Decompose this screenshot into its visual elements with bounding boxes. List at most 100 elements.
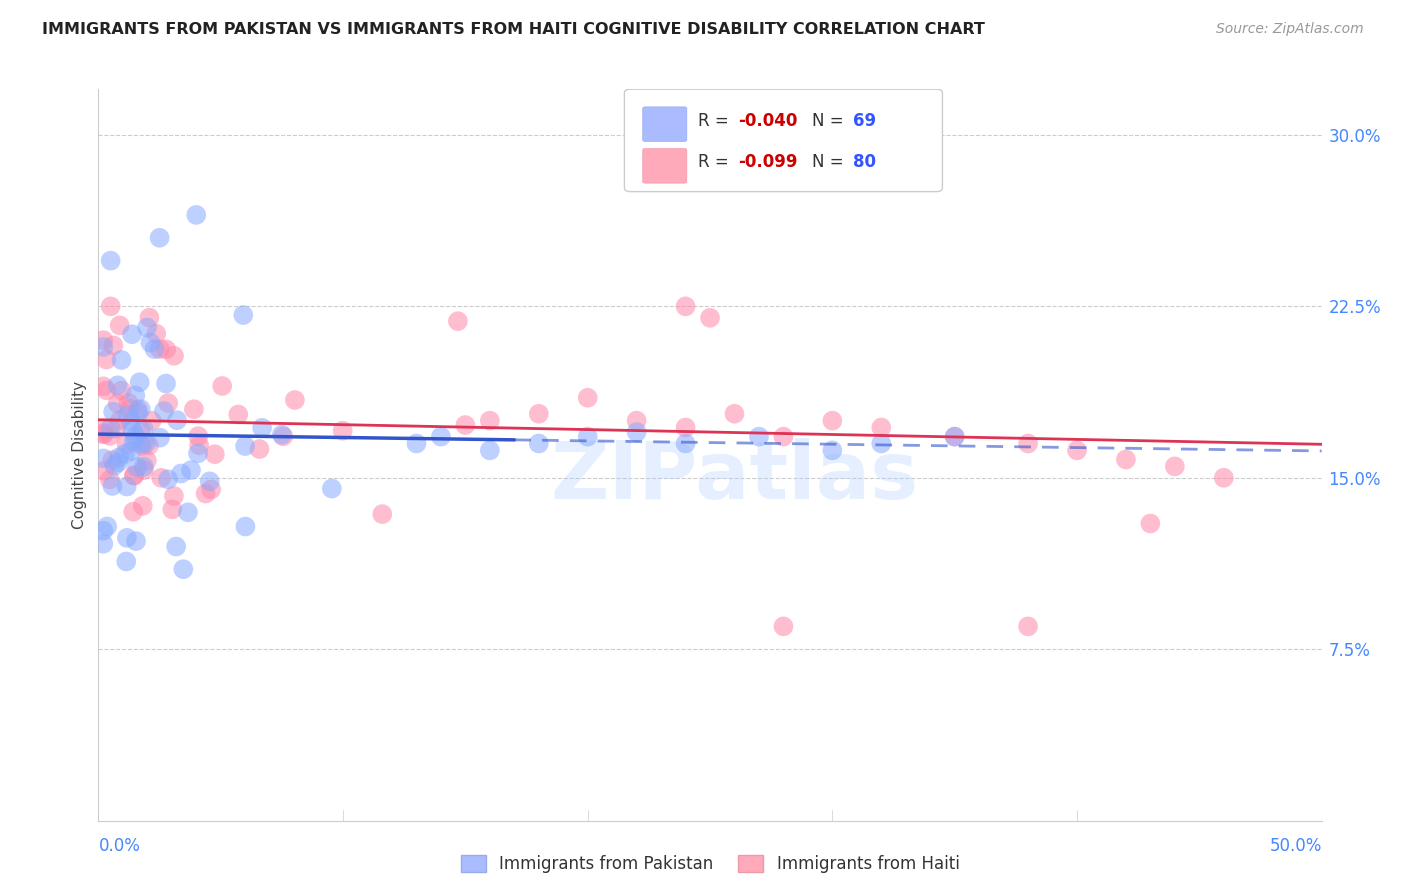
Text: IMMIGRANTS FROM PAKISTAN VS IMMIGRANTS FROM HAITI COGNITIVE DISABILITY CORRELATI: IMMIGRANTS FROM PAKISTAN VS IMMIGRANTS F… (42, 22, 986, 37)
Point (129, 436, 152, 450)
FancyBboxPatch shape (643, 149, 686, 183)
Point (91, 333, 114, 347)
Point (107, 378, 129, 392)
Text: N =: N = (811, 153, 848, 171)
Point (405, 436, 427, 450)
Point (226, 408, 249, 422)
Point (101, 453, 124, 467)
Point (270, 427, 292, 442)
Point (172, 562, 194, 576)
Point (143, 342, 166, 356)
Point (98, 472, 121, 486)
Point (93, 464, 115, 478)
Point (1066, 443, 1088, 458)
Point (821, 414, 844, 428)
Point (165, 540, 187, 554)
Point (121, 423, 143, 437)
Point (454, 418, 477, 433)
Point (772, 619, 794, 633)
Point (626, 414, 648, 428)
Point (103, 458, 125, 473)
Point (122, 468, 145, 483)
Text: 0.0%: 0.0% (98, 837, 141, 855)
Point (150, 471, 173, 485)
Point (122, 468, 145, 483)
Point (198, 475, 221, 489)
Point (943, 429, 966, 443)
Point (675, 436, 697, 450)
Point (155, 376, 177, 391)
Point (156, 472, 179, 486)
Point (108, 318, 131, 333)
Point (430, 429, 453, 443)
Point (527, 407, 550, 421)
Point (91, 340, 114, 354)
Point (96, 352, 118, 367)
Point (162, 502, 184, 516)
Point (675, 420, 697, 434)
Point (235, 519, 257, 533)
Point (772, 429, 794, 443)
Point (91, 379, 114, 393)
Point (194, 486, 217, 500)
Point (141, 414, 163, 428)
Point (91, 451, 114, 466)
Point (1115, 452, 1137, 467)
Point (128, 375, 150, 389)
Point (204, 447, 226, 461)
Text: N =: N = (811, 112, 848, 129)
Point (1164, 459, 1187, 474)
Y-axis label: Cognitive Disability: Cognitive Disability (72, 381, 87, 529)
Point (105, 422, 128, 436)
Point (170, 467, 193, 481)
Point (129, 402, 152, 417)
Point (101, 479, 124, 493)
Point (135, 453, 157, 467)
Text: ZIPatlas: ZIPatlas (550, 438, 918, 516)
Point (107, 455, 129, 469)
Point (1017, 619, 1039, 633)
Point (894, 162, 917, 177)
Point (124, 429, 146, 443)
Point (91, 426, 114, 441)
Point (626, 425, 648, 439)
Point (271, 429, 294, 443)
Point (149, 231, 172, 245)
Point (100, 421, 122, 435)
Text: 50.0%: 50.0% (1270, 837, 1322, 855)
Point (699, 310, 721, 325)
Legend: Immigrants from Pakistan, Immigrants from Haiti: Immigrants from Pakistan, Immigrants fro… (456, 850, 965, 878)
Point (108, 450, 131, 465)
Point (103, 338, 125, 352)
Point (233, 439, 256, 453)
Point (96, 384, 118, 398)
Point (145, 326, 167, 341)
Point (576, 391, 599, 405)
Point (132, 499, 155, 513)
Text: 80: 80 (853, 153, 876, 171)
Point (870, 436, 893, 450)
Point (163, 489, 186, 503)
Point (135, 436, 157, 450)
Point (115, 479, 138, 493)
Point (675, 299, 697, 313)
Point (183, 402, 205, 417)
Point (136, 320, 159, 334)
Point (723, 407, 745, 421)
Point (250, 421, 273, 435)
Point (187, 446, 209, 460)
Point (321, 482, 343, 496)
Point (131, 439, 153, 453)
Text: Source: ZipAtlas.com: Source: ZipAtlas.com (1216, 22, 1364, 37)
Point (332, 424, 354, 438)
Point (132, 459, 155, 474)
Point (117, 408, 139, 422)
Point (186, 208, 208, 222)
Point (138, 310, 160, 325)
Point (100, 253, 122, 268)
Point (127, 406, 149, 420)
Point (114, 447, 136, 461)
Point (91, 537, 114, 551)
Point (132, 422, 155, 436)
Point (120, 444, 142, 458)
